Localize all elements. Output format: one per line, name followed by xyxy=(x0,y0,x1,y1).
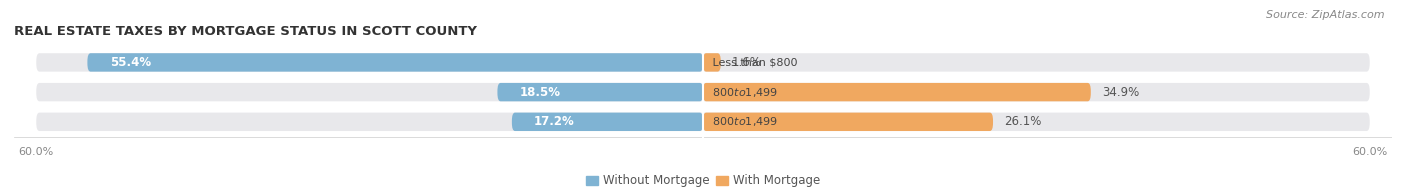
FancyBboxPatch shape xyxy=(37,83,1369,101)
FancyBboxPatch shape xyxy=(498,83,703,101)
Text: 1.6%: 1.6% xyxy=(733,56,762,69)
FancyBboxPatch shape xyxy=(512,113,703,131)
Text: REAL ESTATE TAXES BY MORTGAGE STATUS IN SCOTT COUNTY: REAL ESTATE TAXES BY MORTGAGE STATUS IN … xyxy=(14,25,477,38)
FancyBboxPatch shape xyxy=(87,53,703,72)
FancyBboxPatch shape xyxy=(37,113,1369,131)
Text: 26.1%: 26.1% xyxy=(1004,115,1042,128)
Text: $800 to $1,499: $800 to $1,499 xyxy=(709,115,779,128)
FancyBboxPatch shape xyxy=(703,53,721,72)
FancyBboxPatch shape xyxy=(703,83,1091,101)
Text: Source: ZipAtlas.com: Source: ZipAtlas.com xyxy=(1267,10,1385,20)
FancyBboxPatch shape xyxy=(703,113,993,131)
Legend: Without Mortgage, With Mortgage: Without Mortgage, With Mortgage xyxy=(581,170,825,192)
Text: 17.2%: 17.2% xyxy=(534,115,575,128)
Text: 18.5%: 18.5% xyxy=(520,86,561,99)
Text: Less than $800: Less than $800 xyxy=(709,57,800,67)
Text: $800 to $1,499: $800 to $1,499 xyxy=(709,86,779,99)
Text: 55.4%: 55.4% xyxy=(110,56,150,69)
FancyBboxPatch shape xyxy=(37,53,1369,72)
Text: 34.9%: 34.9% xyxy=(1102,86,1139,99)
